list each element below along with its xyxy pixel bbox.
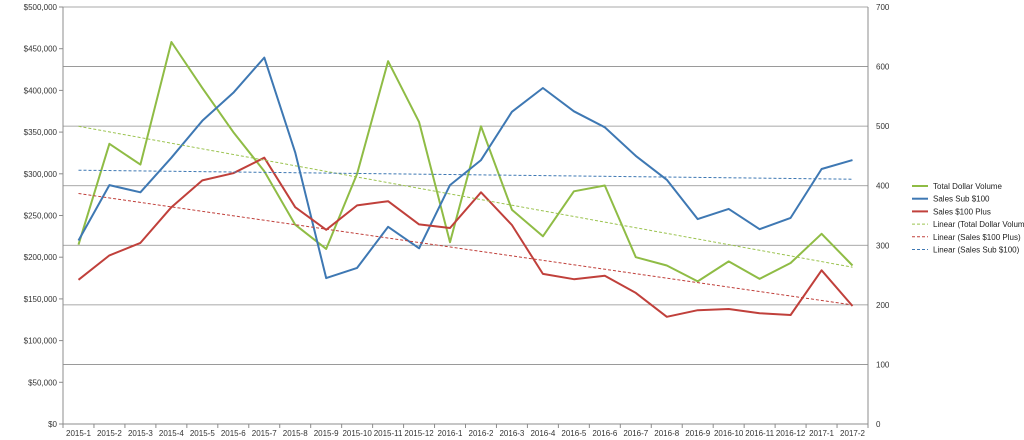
series-line (77, 156, 854, 318)
series-line (77, 56, 853, 280)
series-line (78, 125, 853, 268)
x-tick-label: 2016-8 (654, 429, 679, 438)
x-tick-label: 2016-10 (714, 429, 744, 438)
legend-label: Total Dollar Volume (933, 182, 1002, 191)
left-tick-label: $100,000 (24, 337, 58, 346)
left-tick-label: $150,000 (24, 295, 58, 304)
right-axis-ticks: 0 100 200 300 400 500 600 700 (876, 3, 890, 429)
x-tick-label: 2016-5 (561, 429, 586, 438)
x-tick-label: 2016-12 (776, 429, 806, 438)
left-tick-label: $500,000 (24, 3, 58, 12)
x-tick-label: 2016-7 (623, 429, 648, 438)
x-tick-label: 2015-11 (374, 429, 403, 438)
x-tick-label: 2015-5 (190, 429, 215, 438)
x-tick-label: 2015-1 (66, 429, 91, 438)
x-axis-ticks: 2015-1 2015-2 2015-3 2015-4 2015-5 2015-6 2015… (62, 424, 869, 438)
x-tick-label: 2016-4 (530, 429, 555, 438)
left-tick-label: $450,000 (24, 45, 58, 54)
left-tick-label: $300,000 (24, 170, 58, 179)
x-tick-label: 2015-8 (283, 429, 308, 438)
left-tick-label: $350,000 (24, 128, 58, 137)
x-tick-label: 2016-9 (685, 429, 710, 438)
series-lines (77, 41, 854, 318)
legend-label: Linear (Sales $100 Plus) (933, 233, 1021, 242)
x-tick-label: 2016-1 (438, 429, 463, 438)
right-tick-label: 200 (876, 301, 890, 310)
x-tick-label: 2016-3 (499, 429, 524, 438)
x-tick-label: 2015-2 (97, 429, 122, 438)
x-tick-label: 2016-2 (469, 429, 494, 438)
x-tick-label: 2016-11 (745, 429, 774, 438)
right-tick-label: 500 (876, 122, 890, 131)
left-tick-label: $200,000 (24, 253, 58, 262)
right-tick-label: 400 (876, 182, 890, 191)
series-line (77, 41, 854, 283)
left-tick-label: $250,000 (24, 212, 58, 221)
left-tick-label: $50,000 (28, 378, 57, 387)
x-tick-label: 2015-3 (128, 429, 153, 438)
right-tick-label: 0 (876, 420, 881, 429)
x-tick-label: 2015-12 (404, 429, 434, 438)
legend-label: Sales Sub $100 (933, 195, 990, 204)
x-tick-label: 2016-6 (592, 429, 617, 438)
series-line (78, 169, 853, 180)
legend-label: Linear (Total Dollar Volume) (933, 220, 1024, 229)
right-tick-label: 300 (876, 241, 890, 250)
axes (62, 7, 869, 425)
left-tick-label: $0 (48, 420, 57, 429)
x-tick-label: 2015-9 (314, 429, 339, 438)
x-tick-label: 2017-2 (840, 429, 865, 438)
right-tick-label: 600 (876, 63, 890, 72)
legend: Total Dollar Volume Sales Sub $100 Sales $… (912, 182, 1024, 255)
x-tick-label: 2015-7 (252, 429, 277, 438)
x-tick-label: 2015-10 (342, 429, 372, 438)
left-tick-label: $400,000 (24, 86, 58, 95)
legend-label: Sales $100 Plus (933, 207, 991, 216)
x-tick-label: 2015-6 (221, 429, 246, 438)
x-tick-label: 2015-4 (159, 429, 184, 438)
gridlines (63, 6, 868, 425)
series-line (78, 193, 853, 306)
left-axis-ticks: $0 $50,000 $100,000 $150,000 $200,000 $250,00… (24, 3, 63, 429)
x-tick-label: 2017-1 (809, 429, 834, 438)
right-tick-label: 700 (876, 3, 890, 12)
right-tick-label: 100 (876, 360, 890, 369)
legend-label: Linear (Sales Sub $100) (933, 246, 1020, 255)
